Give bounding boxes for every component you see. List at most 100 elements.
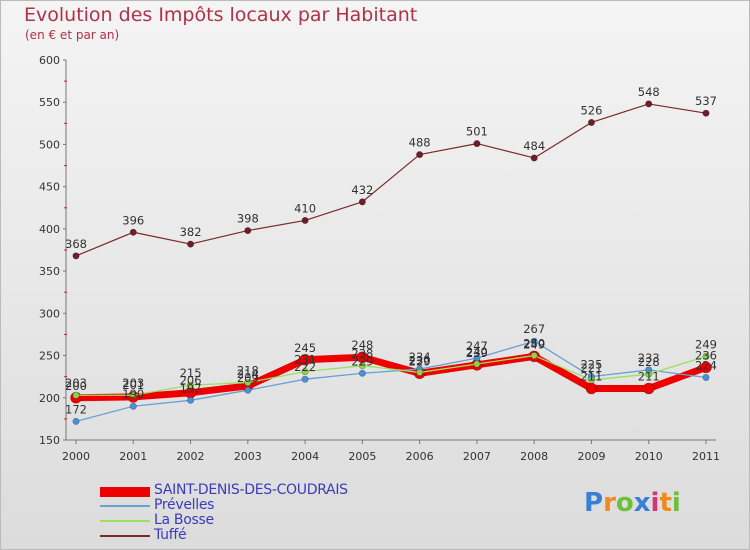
data-point-la-bosse	[587, 376, 595, 384]
data-label-prevelles: 225	[580, 358, 602, 372]
logo-letter: r	[603, 488, 616, 518]
data-label-tuffe: 501	[466, 125, 488, 139]
logo-letter: i	[671, 488, 681, 518]
data-point-saint-denis	[299, 353, 311, 366]
x-tick-label: 2007	[463, 450, 491, 463]
data-point-tuffe	[129, 228, 137, 236]
data-label-la-bosse: 238	[351, 347, 373, 361]
y-tick-label: 450	[39, 181, 60, 194]
data-label-saint-denis: 206	[180, 374, 202, 388]
legend-label: La Bosse	[154, 512, 214, 528]
data-point-prevelles	[530, 337, 538, 345]
data-label-prevelles: 233	[638, 351, 660, 365]
data-point-prevelles	[187, 396, 195, 404]
legend-swatch-prevelles	[100, 505, 150, 507]
data-point-tuffe	[187, 240, 195, 248]
legend-swatch-saint-denis	[100, 487, 150, 497]
data-label-tuffe: 537	[695, 94, 717, 108]
data-point-tuffe	[473, 140, 481, 148]
y-tick-label: 150	[39, 434, 60, 447]
data-label-la-bosse: 203	[65, 376, 87, 390]
y-tick-label: 200	[39, 392, 60, 405]
data-label-la-bosse: 221	[580, 361, 602, 375]
y-tick-label: 400	[39, 223, 60, 236]
data-point-la-bosse	[702, 352, 710, 360]
data-point-la-bosse	[301, 368, 309, 376]
series-layer: 200 201 206 214 245 248 229 239 249 211 211 236 172 1…	[65, 85, 717, 425]
data-point-la-bosse	[473, 360, 481, 368]
x-tick-label: 2009	[577, 450, 605, 463]
data-point-tuffe	[358, 198, 366, 206]
data-label-la-bosse: 240	[466, 345, 488, 359]
data-point-la-bosse	[530, 352, 538, 360]
data-label-tuffe: 410	[294, 201, 316, 215]
data-point-tuffe	[72, 252, 80, 260]
data-label-saint-denis: 245	[294, 341, 316, 355]
data-label-tuffe: 484	[523, 139, 545, 153]
x-tick-label: 2003	[234, 450, 262, 463]
data-point-tuffe	[301, 216, 309, 224]
data-point-la-bosse	[72, 391, 80, 399]
chart-title: Evolution des Impôts locaux par Habitant	[24, 4, 418, 26]
x-tick-label: 2005	[348, 450, 376, 463]
legend-label: Tuffé	[154, 527, 187, 543]
data-label-la-bosse: 249	[695, 337, 717, 351]
data-label-tuffe: 488	[409, 136, 431, 150]
data-label-prevelles: 209	[237, 371, 259, 385]
data-label-saint-denis: 200	[65, 379, 87, 393]
data-point-tuffe	[702, 109, 710, 117]
data-point-la-bosse	[645, 370, 653, 378]
data-label-saint-denis: 248	[351, 338, 373, 352]
data-label-saint-denis: 214	[237, 367, 259, 381]
data-label-prevelles: 267	[523, 322, 545, 336]
data-label-saint-denis: 211	[580, 369, 602, 383]
data-label-la-bosse: 230	[409, 353, 431, 367]
x-tick-label: 2011	[692, 450, 720, 463]
x-tick-label: 2008	[520, 450, 548, 463]
data-label-prevelles: 172	[65, 402, 87, 416]
logo-letter: o	[615, 488, 634, 518]
y-tick-label: 600	[39, 54, 60, 67]
data-point-saint-denis	[700, 361, 712, 374]
logo-letter: i	[650, 488, 660, 518]
data-point-prevelles	[129, 402, 137, 410]
data-label-prevelles: 222	[294, 360, 316, 374]
data-point-saint-denis	[585, 382, 598, 395]
data-label-tuffe: 548	[638, 85, 660, 99]
y-tick-label: 550	[39, 96, 60, 109]
legend-label: Prévelles	[154, 497, 215, 513]
data-label-prevelles: 247	[466, 339, 488, 353]
data-label-tuffe: 432	[351, 183, 373, 197]
series-line-prevelles	[75, 340, 707, 423]
x-tick-label: 2002	[177, 450, 205, 463]
data-point-saint-denis	[642, 382, 655, 395]
data-label-la-bosse: 215	[180, 366, 202, 380]
data-label-saint-denis: 201	[122, 378, 144, 392]
data-label-tuffe: 382	[180, 225, 202, 239]
data-label-la-bosse: 218	[237, 364, 259, 378]
logo-letter: x	[633, 488, 651, 518]
legend-swatch-tuffe	[100, 535, 150, 537]
data-point-prevelles	[72, 417, 80, 425]
series-line-la-bosse	[76, 354, 707, 396]
data-label-la-bosse: 231	[294, 353, 316, 367]
data-point-prevelles	[702, 374, 710, 382]
data-point-tuffe	[645, 100, 653, 108]
data-point-la-bosse	[244, 379, 252, 387]
data-label-la-bosse: 228	[638, 355, 660, 369]
data-point-tuffe	[244, 227, 252, 235]
x-tick-label: 2010	[635, 450, 663, 463]
logo-letter: P	[584, 488, 604, 518]
data-label-saint-denis: 229	[409, 354, 431, 368]
chart-subtitle: (en € et par an)	[25, 28, 120, 42]
x-tick-label: 2001	[119, 450, 147, 463]
data-point-prevelles	[244, 386, 252, 394]
series-line-tuffe	[75, 103, 707, 257]
data-point-tuffe	[587, 118, 595, 126]
data-point-prevelles	[358, 369, 366, 377]
data-point-prevelles	[301, 375, 309, 383]
y-tick-label: 350	[39, 265, 60, 278]
legend-swatch-la-bosse	[100, 520, 150, 522]
data-point-tuffe	[530, 154, 538, 162]
